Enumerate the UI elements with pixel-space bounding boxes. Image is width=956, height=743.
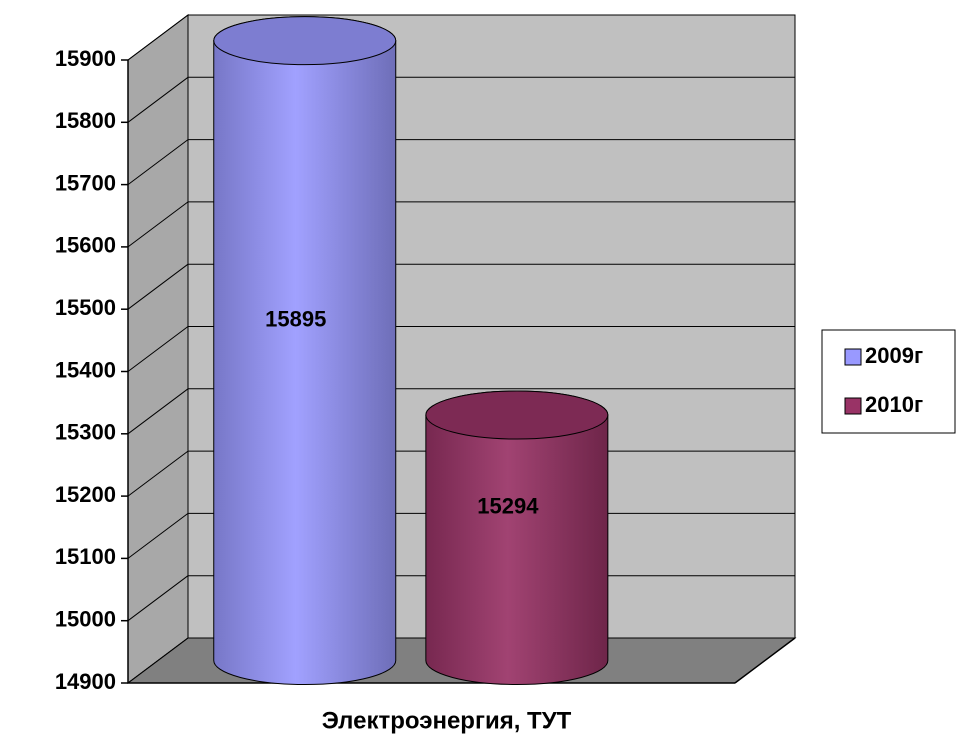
x-axis-label: Электроэнергия, ТУТ xyxy=(322,707,572,734)
data-label: 15895 xyxy=(265,306,326,331)
legend-label: 2009г xyxy=(865,343,923,368)
grid-line xyxy=(127,637,189,684)
y-tick-label: 15000 xyxy=(55,607,116,632)
legend-box xyxy=(821,329,956,434)
legend-label: 2010г xyxy=(865,392,923,417)
grid-line xyxy=(127,575,189,622)
grid-line xyxy=(127,513,189,559)
data-label: 15294 xyxy=(477,494,539,519)
grid-line xyxy=(127,139,189,186)
grid-line xyxy=(127,326,189,372)
y-tick-label: 15600 xyxy=(55,233,116,258)
grid-line xyxy=(127,201,189,248)
y-tick-label: 14900 xyxy=(55,669,116,694)
x-axis-edge xyxy=(734,637,796,684)
grid-line xyxy=(127,388,189,435)
y-tick-label: 15200 xyxy=(55,482,116,507)
cylinder xyxy=(213,16,397,685)
y-tick-label: 15100 xyxy=(55,544,116,569)
y-tick-label: 15400 xyxy=(55,357,116,382)
legend-swatch xyxy=(844,397,862,415)
grid-line xyxy=(127,76,189,123)
y-tick-label: 15700 xyxy=(55,170,116,195)
y-tick-label: 15500 xyxy=(55,295,116,320)
legend-swatch xyxy=(844,348,862,366)
y-tick-label: 15900 xyxy=(55,46,116,71)
grid-line xyxy=(127,14,189,61)
cylinder-top xyxy=(425,390,609,440)
y-tick-label: 15800 xyxy=(55,108,116,133)
grid-line xyxy=(127,450,189,497)
grid-line xyxy=(127,263,189,310)
cylinder-top xyxy=(213,16,397,66)
y-tick-label: 15300 xyxy=(55,420,116,445)
